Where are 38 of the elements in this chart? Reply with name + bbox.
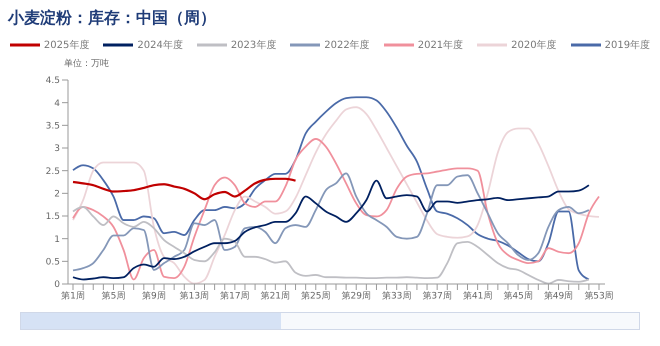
x-tick-label: 第37周: [422, 290, 452, 302]
legend-label: 2022年度: [324, 38, 370, 52]
y-tick-label: 1: [54, 234, 60, 245]
y-tick-label: 4: [54, 98, 60, 109]
x-tick-label: 第9周: [142, 290, 166, 302]
legend-label: 2023年度: [230, 38, 276, 52]
y-tick-label: 4.5: [46, 76, 60, 86]
x-tick-label: 第5周: [102, 290, 126, 302]
y-tick-label: 3.5: [46, 122, 60, 132]
y-tick-label: 2.5: [46, 166, 60, 177]
y-tick-label: 0.5: [46, 258, 60, 268]
x-tick-label: 第41周: [462, 290, 492, 302]
y-tick-label: 3: [54, 144, 60, 154]
y-tick-label: 1.5: [46, 212, 60, 222]
x-tick-label: 第21周: [260, 290, 290, 302]
x-tick-label: 第49周: [544, 290, 574, 302]
chart-title: 小麦淀粉：库存：中国（周）: [8, 8, 216, 29]
x-tick-label: 第1周: [61, 290, 85, 302]
y-tick-label: 2: [54, 190, 60, 200]
line-series: [72, 178, 297, 200]
legend-label: 2020年度: [511, 38, 557, 52]
x-tick-label: 第29周: [342, 290, 371, 302]
x-tick-label: 第17周: [220, 290, 250, 302]
line-series: [72, 172, 590, 272]
legend-label: 2019年度: [604, 38, 650, 52]
y-axis-title: 单位：万吨: [64, 58, 109, 70]
line-series: [72, 180, 590, 280]
line-series: [72, 138, 600, 280]
x-tick-label: 第13周: [180, 290, 210, 302]
legend-label: 2021年度: [418, 38, 464, 52]
line-series: [72, 206, 590, 284]
x-tick-label: 第53周: [584, 290, 614, 302]
legend-label: 2025年度: [44, 38, 90, 52]
x-tick-label: 第45周: [503, 290, 533, 302]
x-tick-label: 第25周: [301, 290, 330, 302]
y-tick-label: 0: [54, 280, 60, 290]
x-tick-label: 第33周: [382, 290, 412, 302]
legend-label: 2024年度: [137, 38, 183, 52]
